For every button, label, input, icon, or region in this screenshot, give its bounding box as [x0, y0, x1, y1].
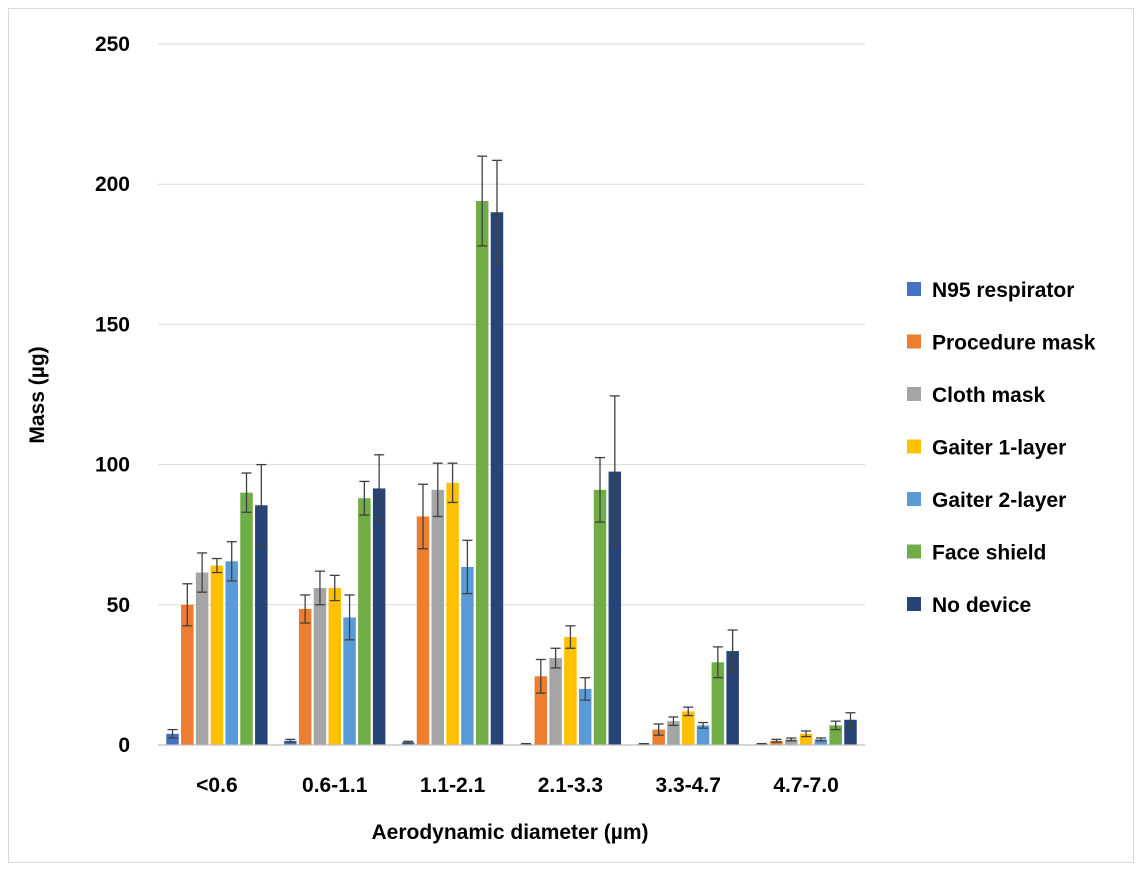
- bar: [799, 733, 813, 745]
- x-tick-label: 0.6-1.1: [302, 774, 368, 797]
- bar: [844, 719, 857, 745]
- bar: [578, 688, 592, 745]
- axes: 0 50 100 150 200 250 <0.6 0.6-1.1 1.1-2.1 2.1-3.3…: [95, 33, 865, 797]
- bar: [225, 561, 238, 745]
- bar: [696, 725, 710, 745]
- bar: [564, 637, 577, 745]
- y-tick-label: 100: [95, 454, 130, 477]
- y-tick-label: 50: [107, 594, 130, 617]
- y-tick-label: 200: [95, 173, 130, 196]
- bar: [328, 587, 341, 745]
- legend-label: Procedure mask: [932, 332, 1096, 355]
- bar: [461, 566, 474, 745]
- legend-swatch: [907, 439, 921, 454]
- bar: [284, 740, 297, 745]
- bar: [210, 565, 224, 745]
- bar: [593, 489, 607, 745]
- bar: [652, 729, 665, 745]
- y-tick-label: 0: [118, 734, 130, 757]
- legend-label: No device: [932, 594, 1031, 617]
- bar: [431, 489, 445, 745]
- bar: [785, 739, 798, 745]
- bar: [313, 587, 327, 745]
- bar: [726, 651, 739, 745]
- bar: [711, 662, 725, 745]
- bars: [166, 201, 857, 746]
- bar: [446, 482, 459, 745]
- legend-swatch: [907, 544, 921, 559]
- bar: [195, 572, 209, 745]
- legend-label: Gaiter 1-layer: [932, 437, 1066, 460]
- bar: [298, 609, 312, 745]
- legend-label: Cloth mask: [932, 384, 1046, 407]
- x-tick-label: 3.3-4.7: [656, 774, 721, 797]
- legend-label: Face shield: [932, 542, 1046, 565]
- y-tick-label: 150: [95, 313, 130, 336]
- gridlines: [158, 43, 865, 606]
- x-axis-title: Aerodynamic diameter (µm): [371, 821, 648, 844]
- bar: [240, 492, 253, 745]
- bar: [372, 488, 386, 745]
- bar: [667, 721, 680, 745]
- bar: [181, 604, 194, 745]
- bar: [608, 471, 622, 745]
- legend-swatch: [907, 282, 921, 296]
- y-axis-title: Mass (µg): [26, 346, 49, 443]
- bar: [475, 201, 489, 746]
- bar: [416, 516, 430, 745]
- bar: [682, 711, 695, 745]
- bar: [255, 505, 268, 745]
- x-tick-label: 4.7-7.0: [773, 774, 838, 797]
- bar: [549, 658, 562, 745]
- x-tick-label: <0.6: [196, 774, 237, 797]
- legend-swatch: [907, 334, 921, 349]
- bar: [490, 212, 504, 746]
- bar: [814, 739, 828, 745]
- legend-swatch: [907, 597, 921, 611]
- x-tick-label: 1.1-2.1: [420, 774, 486, 797]
- y-tick-label: 250: [95, 33, 130, 56]
- bar: [358, 498, 371, 745]
- bar: [770, 740, 783, 745]
- x-tick-label: 2.1-3.3: [538, 774, 603, 797]
- legend-label: Gaiter 2-layer: [932, 489, 1066, 512]
- legend-swatch: [907, 387, 921, 401]
- error-bars: [167, 155, 856, 746]
- legend-swatch: [907, 492, 921, 506]
- bar: [829, 725, 842, 745]
- bar: [166, 733, 179, 745]
- legend-label: N95 respirator: [932, 279, 1074, 302]
- legend: N95 respirator Procedure mask Cloth mask Ga…: [907, 279, 1096, 617]
- bar: [343, 617, 356, 745]
